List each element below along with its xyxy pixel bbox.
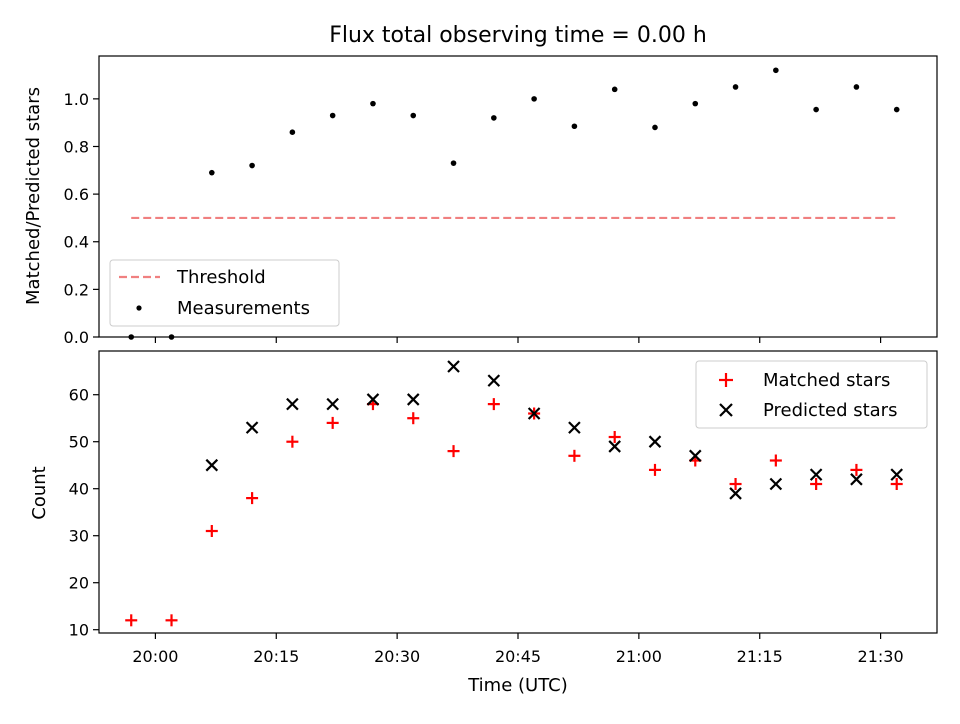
bottom-y-tick-label: 30 bbox=[69, 527, 89, 546]
predicted-star-point bbox=[205, 458, 219, 472]
chart-title: Flux total observing time = 0.00 h bbox=[329, 23, 707, 48]
top-panel: 0.0 0.2 0.4 0.6 0.8 1.0 Matched/Predicted sta… bbox=[23, 55, 938, 347]
matched-star-point bbox=[246, 492, 259, 505]
measurement-point bbox=[531, 96, 537, 102]
measurement-point bbox=[893, 106, 900, 113]
measurement-point bbox=[370, 100, 376, 107]
predicted-legend-label: Predicted stars bbox=[763, 400, 897, 421]
top-y-tick-label: 0.8 bbox=[64, 137, 89, 156]
predicted-star-point bbox=[809, 468, 823, 481]
predicted-legend-swatch bbox=[719, 403, 733, 417]
predicted-star-point bbox=[769, 477, 783, 491]
threshold-legend-label: Threshold bbox=[176, 267, 266, 288]
matched-star-point bbox=[447, 445, 460, 458]
bottom-y-tick-label: 40 bbox=[69, 480, 89, 499]
measurement-point bbox=[611, 86, 618, 93]
matched-star-point bbox=[729, 478, 742, 491]
measurement-point bbox=[652, 124, 658, 131]
predicted-star-point bbox=[326, 397, 339, 411]
matched-star-point bbox=[608, 431, 621, 444]
measurement-point bbox=[249, 162, 255, 169]
top-y-tick-label: 0.4 bbox=[64, 233, 89, 252]
matched-star-point bbox=[890, 478, 903, 491]
measurement-point bbox=[209, 169, 215, 176]
predicted-star-point bbox=[890, 468, 903, 481]
x-tick-label: 21:00 bbox=[616, 647, 662, 666]
predicted-star-point bbox=[366, 393, 380, 406]
top-y-tick-label: 0.6 bbox=[64, 185, 89, 204]
bottom-y-ticks: 10 20 30 40 50 60 bbox=[69, 386, 99, 640]
bottom-marks bbox=[125, 360, 903, 627]
measurement-point bbox=[692, 100, 699, 107]
x-tick-label: 20:30 bbox=[374, 647, 420, 666]
bottom-y-tick-label: 60 bbox=[69, 386, 89, 405]
top-marks bbox=[128, 67, 900, 340]
measurement-point bbox=[410, 112, 417, 119]
top-legend-box bbox=[109, 259, 340, 327]
top-y-tick-label: 0.2 bbox=[64, 280, 89, 299]
matched-star-point bbox=[205, 525, 218, 538]
measurement-point bbox=[491, 115, 497, 121]
matched-star-point bbox=[165, 614, 178, 627]
x-tick-label: 20:00 bbox=[132, 647, 178, 666]
matched-legend-swatch bbox=[719, 373, 733, 387]
predicted-star-point bbox=[406, 393, 420, 406]
measurements-legend-label: Measurements bbox=[177, 298, 310, 319]
measurement-point bbox=[813, 106, 819, 113]
matched-star-point bbox=[568, 449, 581, 462]
top-x-ticks bbox=[154, 337, 882, 343]
measurement-point bbox=[571, 123, 578, 130]
matched-star-point bbox=[286, 435, 299, 448]
matched-legend-label: Matched stars bbox=[763, 370, 890, 391]
top-y-tick-label: 1.0 bbox=[64, 90, 89, 109]
measurement-point bbox=[853, 84, 860, 90]
top-y-tick-label: 0.0 bbox=[64, 328, 89, 347]
matched-star-point bbox=[326, 416, 339, 429]
predicted-star-point bbox=[850, 473, 863, 486]
matched-star-point bbox=[648, 463, 661, 476]
measurement-point bbox=[732, 84, 739, 90]
matched-star-point bbox=[850, 463, 863, 476]
predicted-star-point bbox=[688, 449, 702, 463]
matched-star-point bbox=[810, 478, 823, 491]
bottom-y-axis-label: Count bbox=[29, 466, 50, 519]
predicted-star-point bbox=[527, 407, 541, 420]
x-tick-label: 20:45 bbox=[495, 647, 541, 666]
predicted-star-point bbox=[487, 374, 501, 387]
measurement-point bbox=[773, 67, 779, 74]
top-legend[interactable]: Threshold Measurements bbox=[109, 259, 340, 327]
predicted-star-point bbox=[729, 487, 742, 500]
matched-star-point bbox=[487, 398, 500, 411]
top-y-ticks: 0.0 0.2 0.4 0.6 0.8 1.0 bbox=[64, 90, 99, 347]
predicted-star-point bbox=[568, 421, 581, 434]
top-y-axis-label: Matched/Predicted stars bbox=[23, 87, 44, 305]
bottom-legend[interactable]: Matched stars Predicted stars bbox=[695, 360, 928, 429]
bottom-panel: 10 20 30 40 50 60 20:00 20:15 20:30 20:45 21:00 21… bbox=[29, 350, 938, 696]
matched-star-point bbox=[407, 412, 420, 425]
x-tick-label: 20:15 bbox=[253, 647, 299, 666]
predicted-star-point bbox=[286, 397, 299, 411]
matched-star-point bbox=[125, 614, 138, 627]
bottom-y-tick-label: 10 bbox=[69, 621, 89, 640]
predicted-star-point bbox=[447, 360, 460, 373]
measurement-point bbox=[450, 160, 457, 166]
measurement-point bbox=[329, 112, 336, 119]
predicted-star-point bbox=[245, 421, 259, 434]
predicted-star-point bbox=[608, 440, 621, 453]
x-tick-label: 21:30 bbox=[858, 647, 904, 666]
bottom-y-tick-label: 20 bbox=[69, 574, 89, 593]
matched-star-point bbox=[769, 454, 782, 467]
x-tick-label: 21:15 bbox=[737, 647, 783, 666]
bottom-y-tick-label: 50 bbox=[69, 433, 89, 452]
measurement-point bbox=[289, 129, 296, 136]
measurements-legend-swatch bbox=[136, 305, 142, 311]
bottom-x-ticks: 20:00 20:15 20:30 20:45 21:00 21:15 21:30 bbox=[132, 633, 904, 666]
bottom-legend-box bbox=[695, 360, 928, 429]
x-axis-label: Time (UTC) bbox=[467, 675, 568, 696]
predicted-star-point bbox=[648, 435, 662, 448]
